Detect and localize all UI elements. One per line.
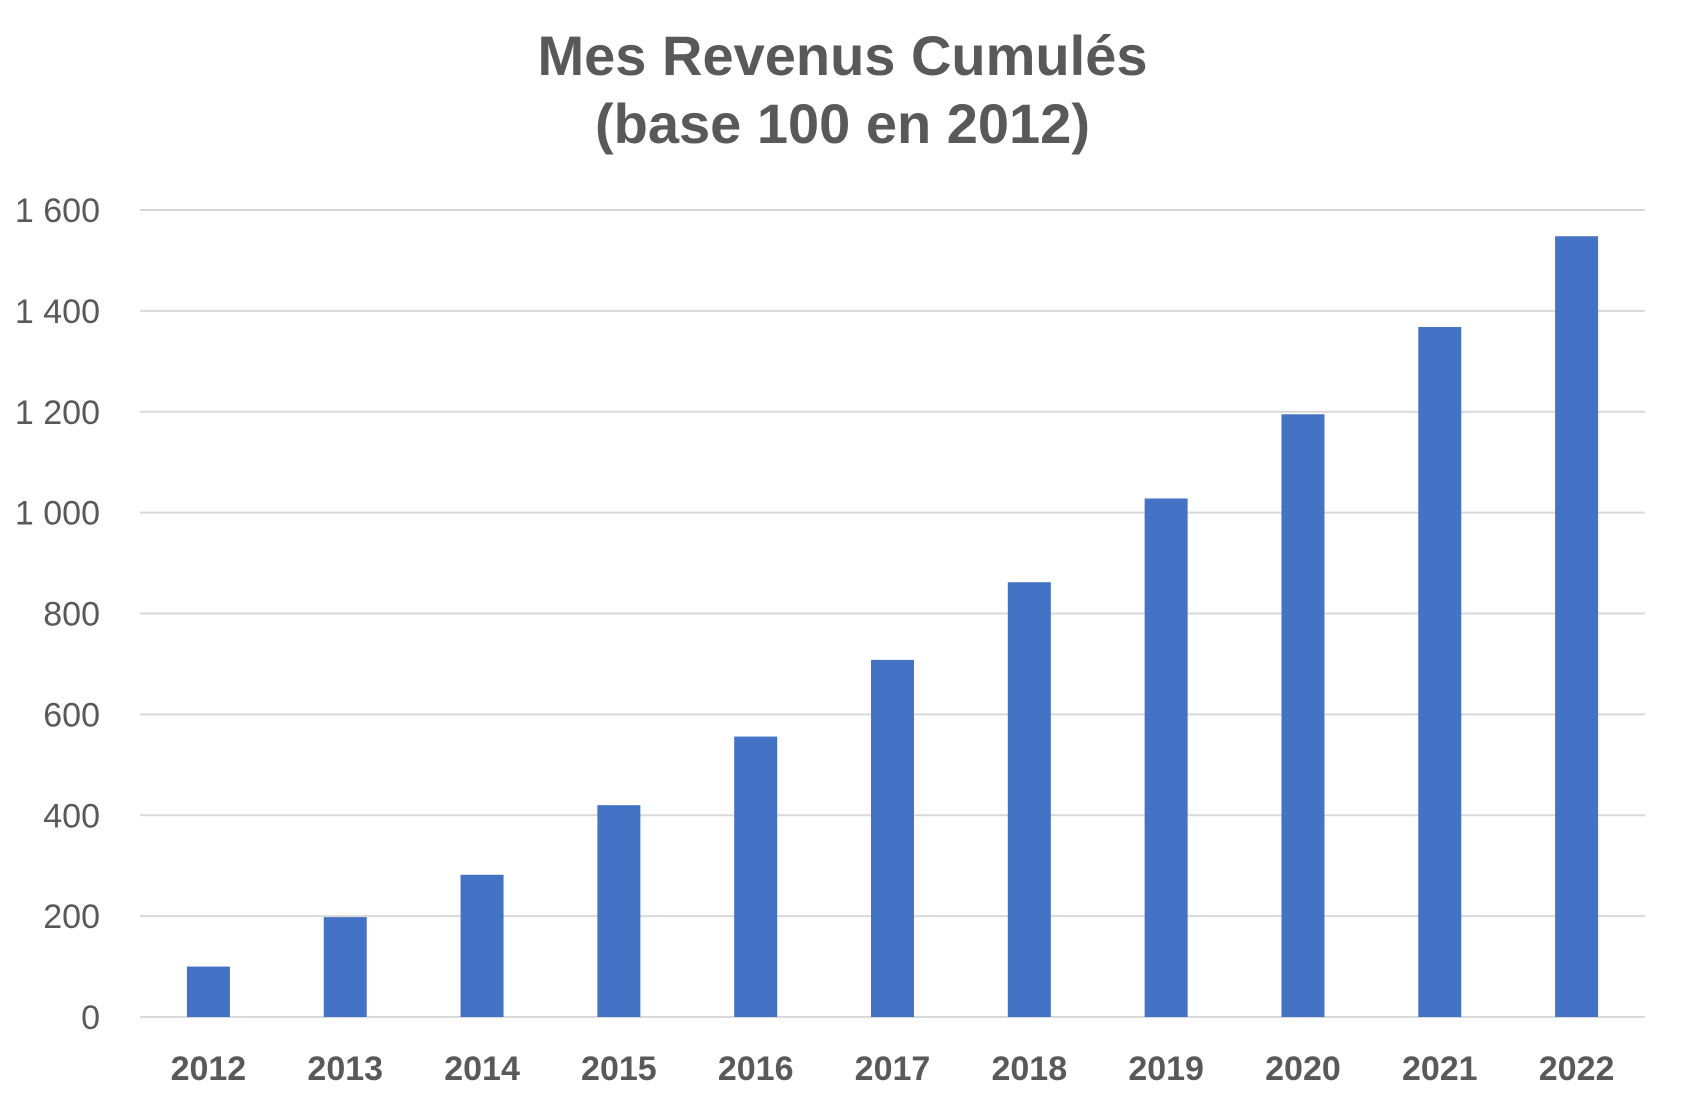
y-tick-label: 600 — [43, 696, 100, 734]
y-tick-label: 1 400 — [15, 293, 100, 331]
y-tick-label: 1 600 — [15, 192, 100, 230]
x-tick-label: 2017 — [855, 1050, 931, 1088]
bar-2017 — [871, 659, 914, 1017]
x-tick-label: 2013 — [307, 1050, 383, 1088]
x-tick-label: 2014 — [444, 1050, 520, 1088]
bars — [186, 236, 1599, 1018]
bar-2016 — [734, 736, 778, 1017]
y-tick-label: 1 200 — [15, 394, 100, 432]
bar-2012 — [186, 966, 230, 1017]
x-tick-label: 2016 — [718, 1050, 794, 1088]
chart-title-block: Mes Revenus Cumulés (base 100 en 2012) — [0, 22, 1685, 158]
x-tick-label: 2018 — [991, 1050, 1067, 1088]
bar-2018 — [1007, 582, 1051, 1017]
chart-title: Mes Revenus Cumulés — [537, 24, 1148, 87]
chart-subtitle: (base 100 en 2012) — [595, 92, 1090, 155]
y-tick-label: 0 — [81, 999, 100, 1037]
x-tick-label: 2021 — [1402, 1050, 1478, 1088]
y-axis-ticks: 0 200 400 600 800 1 000 1 200 1 400 1 600 — [15, 192, 100, 1037]
x-tick-label: 2012 — [171, 1050, 247, 1088]
y-tick-label: 1 000 — [15, 495, 100, 533]
bar-2013 — [323, 917, 367, 1017]
bar-2022 — [1555, 236, 1599, 1018]
y-tick-label: 200 — [43, 898, 100, 936]
bar-2015 — [597, 805, 641, 1017]
x-tick-label: 2015 — [581, 1050, 657, 1088]
bar-2021 — [1418, 327, 1462, 1017]
x-tick-label: 2019 — [1128, 1050, 1204, 1088]
x-axis-ticks: 2012 2013 2014 2015 2016 2017 2018 2019 2020 2021… — [171, 1050, 1615, 1088]
y-tick-label: 800 — [43, 596, 100, 634]
y-tick-label: 400 — [43, 797, 100, 835]
bar-2014 — [460, 874, 504, 1017]
x-tick-label: 2022 — [1539, 1050, 1615, 1088]
bar-2019 — [1144, 498, 1188, 1017]
bar-2020 — [1281, 414, 1325, 1018]
x-tick-label: 2020 — [1265, 1050, 1341, 1088]
